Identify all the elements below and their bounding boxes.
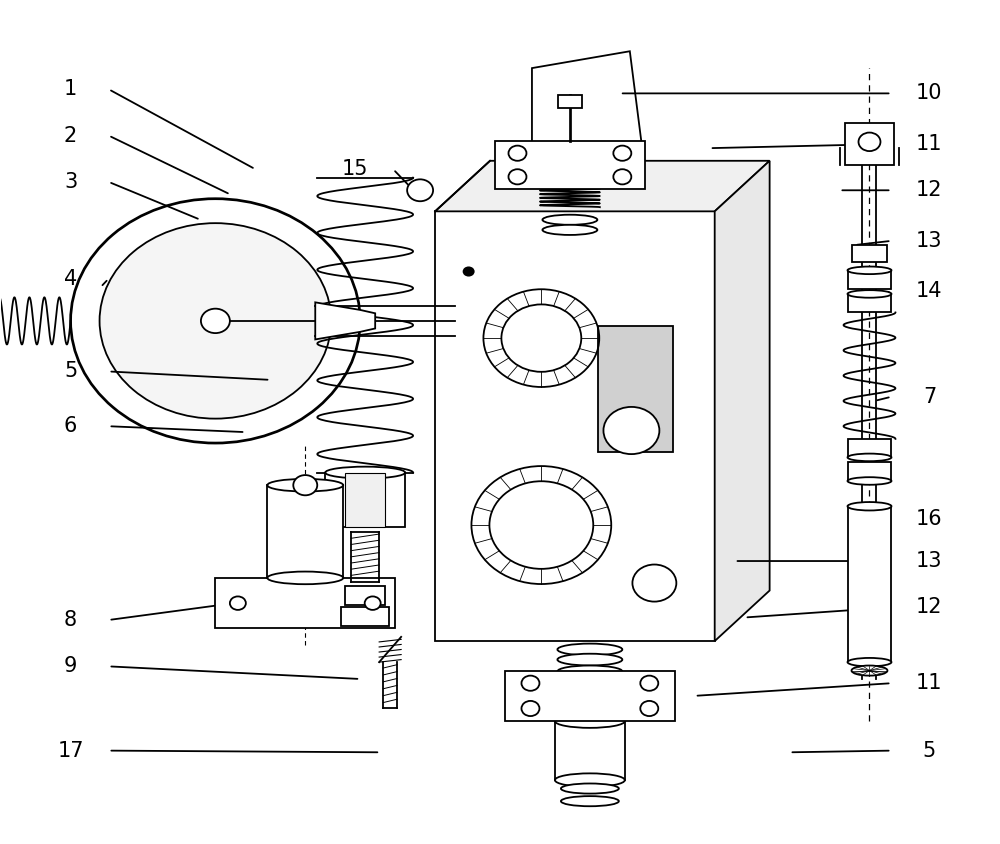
Ellipse shape <box>542 225 597 235</box>
Text: 5: 5 <box>923 741 936 760</box>
Bar <box>598 326 673 452</box>
Bar <box>848 294 891 312</box>
Ellipse shape <box>557 666 622 678</box>
Text: 14: 14 <box>916 281 943 301</box>
Ellipse shape <box>561 796 619 806</box>
Ellipse shape <box>267 479 343 491</box>
Bar <box>505 671 675 721</box>
Bar <box>555 721 625 780</box>
Ellipse shape <box>555 714 625 728</box>
Circle shape <box>640 701 658 716</box>
Circle shape <box>613 169 631 184</box>
Ellipse shape <box>848 290 891 298</box>
Circle shape <box>71 198 360 443</box>
Ellipse shape <box>852 666 887 676</box>
Ellipse shape <box>542 214 597 225</box>
Circle shape <box>293 475 317 495</box>
Ellipse shape <box>848 453 891 461</box>
Bar <box>848 439 891 457</box>
Polygon shape <box>315 302 375 339</box>
Bar <box>845 123 894 165</box>
Ellipse shape <box>561 783 619 793</box>
Ellipse shape <box>325 467 405 479</box>
Bar <box>345 473 385 528</box>
Text: 15: 15 <box>342 160 368 179</box>
Text: 17: 17 <box>57 741 84 760</box>
Text: 12: 12 <box>916 181 943 200</box>
Bar <box>215 578 395 629</box>
Bar <box>848 270 891 289</box>
Ellipse shape <box>848 658 891 667</box>
Circle shape <box>521 676 539 690</box>
Bar <box>606 349 666 375</box>
Text: 7: 7 <box>923 387 936 407</box>
Text: 3: 3 <box>64 172 77 192</box>
Circle shape <box>407 179 433 201</box>
Polygon shape <box>715 161 770 641</box>
Bar <box>495 142 645 188</box>
Circle shape <box>365 597 381 610</box>
Bar <box>345 587 385 605</box>
Circle shape <box>508 146 526 161</box>
Ellipse shape <box>848 267 891 274</box>
Text: 13: 13 <box>916 231 943 251</box>
Text: 2: 2 <box>64 126 77 145</box>
Ellipse shape <box>555 773 625 787</box>
Bar <box>848 463 891 481</box>
Circle shape <box>632 565 676 602</box>
Bar <box>852 245 887 262</box>
Circle shape <box>463 267 475 277</box>
Text: 4: 4 <box>64 268 77 289</box>
Circle shape <box>640 676 658 690</box>
Ellipse shape <box>557 654 622 666</box>
Circle shape <box>201 309 230 333</box>
Circle shape <box>613 146 631 161</box>
Circle shape <box>230 597 246 610</box>
Text: 1: 1 <box>64 79 77 99</box>
Polygon shape <box>532 51 644 161</box>
Ellipse shape <box>557 644 622 656</box>
Ellipse shape <box>848 477 891 484</box>
Bar <box>558 95 582 108</box>
Bar <box>848 506 891 663</box>
Circle shape <box>100 223 331 419</box>
Text: 11: 11 <box>916 674 943 693</box>
Bar <box>325 473 405 528</box>
Circle shape <box>859 133 880 151</box>
Circle shape <box>508 169 526 184</box>
Text: 8: 8 <box>64 610 77 630</box>
Ellipse shape <box>848 502 891 511</box>
Circle shape <box>521 701 539 716</box>
Text: 9: 9 <box>64 657 77 676</box>
Ellipse shape <box>267 571 343 584</box>
Bar <box>267 485 343 578</box>
Polygon shape <box>435 211 715 641</box>
Circle shape <box>603 407 659 454</box>
Text: 13: 13 <box>916 551 943 571</box>
Bar <box>341 608 389 626</box>
Text: 10: 10 <box>916 84 943 103</box>
Text: 6: 6 <box>64 416 77 436</box>
Text: 16: 16 <box>916 509 943 529</box>
Polygon shape <box>435 161 770 211</box>
Text: 5: 5 <box>64 361 77 381</box>
Text: 11: 11 <box>916 134 943 154</box>
Text: 12: 12 <box>916 598 943 617</box>
